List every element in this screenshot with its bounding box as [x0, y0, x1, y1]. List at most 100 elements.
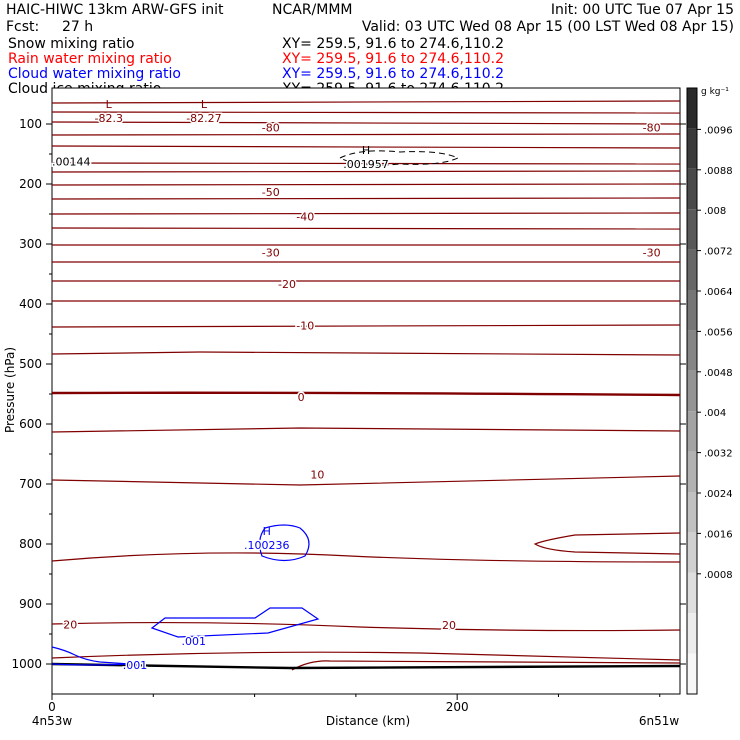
- legend-xy: XY= 259.5, 91.6 to 274.6,110.2: [282, 36, 504, 52]
- isotherm-line: [51, 145, 681, 149]
- y-tick-label: 500: [19, 357, 42, 371]
- extremum-value: -82.3: [94, 112, 122, 125]
- colorbar-swatch: [687, 330, 697, 371]
- extremum-value: .00144: [52, 156, 91, 169]
- cloud-water-contour: [150, 607, 320, 638]
- isotherm-label: -50: [262, 186, 280, 199]
- isotherm-label: -40: [296, 210, 314, 223]
- isotherm-line: [51, 324, 681, 328]
- colorbar-tick-label: .0008: [704, 570, 733, 581]
- colorbar-tick-label: .004: [704, 408, 726, 419]
- freezing-level-line: [51, 391, 681, 397]
- isotherm-line: [51, 133, 681, 136]
- header-valid: Valid: 03 UTC Wed 08 Apr 15 (00 LST Wed …: [362, 19, 734, 35]
- colorbar-swatch: [687, 613, 697, 654]
- isotherm-label: -30: [643, 246, 661, 259]
- y-tick-label: 200: [19, 177, 42, 191]
- colorbar-swatch: [687, 290, 697, 331]
- cloud-water-label: .001: [182, 635, 207, 648]
- colorbar-swatch: [687, 370, 697, 412]
- colorbar-swatch: [687, 88, 697, 129]
- isotherm-line: [51, 111, 681, 114]
- colorbar-swatch: [687, 249, 697, 290]
- legend-xy: XY= 259.5, 91.6 to 274.6,110.2: [282, 51, 504, 67]
- colorbar-tick-label: .0072: [704, 247, 733, 258]
- isotherm-label: -80: [262, 122, 280, 135]
- plot-frame: [51, 87, 681, 695]
- y-axis-label: Pressure (hPa): [3, 347, 17, 433]
- colorbar-swatch: [687, 209, 697, 250]
- colorbar-tick-label: .008: [704, 206, 726, 217]
- cloud-water-label: .001: [123, 659, 148, 672]
- y-tick-label: 700: [19, 477, 42, 491]
- colorbar-tick-label: .0016: [704, 529, 733, 540]
- isotherm-label: -10: [296, 320, 314, 333]
- colorbar-swatch: [687, 168, 697, 210]
- extremum-value: .100236: [244, 539, 290, 552]
- isotherm-line: [51, 227, 681, 230]
- isotherm-line: [51, 162, 681, 165]
- isotherm-label: -20: [278, 278, 296, 291]
- isotherm-label: 20: [63, 618, 77, 631]
- x-axis-label: Distance (km): [326, 714, 410, 728]
- colorbar-swatch: [687, 572, 697, 614]
- legend-xy: XY= 259.5, 91.6 to 274.6,110.2: [282, 66, 504, 82]
- header-title: HAIC-HIWC 13km ARW-GFS init: [6, 2, 224, 18]
- cloud-water-contour: [259, 524, 310, 562]
- colorbar-tick-label: .0088: [704, 166, 733, 177]
- y-tick-label: 300: [19, 237, 42, 251]
- colorbar-tick-label: .0064: [704, 287, 733, 298]
- y-tick-label: 1000: [11, 657, 42, 671]
- extremum-value: .001957: [343, 158, 389, 171]
- y-tick-label: 800: [19, 537, 42, 551]
- colorbar-frame: [686, 87, 698, 695]
- colorbar-tick-label: .0024: [704, 489, 733, 500]
- cloud-water-contour: [51, 646, 131, 666]
- legend-label: Snow mixing ratio: [8, 36, 134, 52]
- colorbar-swatch: [687, 532, 697, 573]
- isotherm-label: -80: [643, 122, 661, 135]
- isotherm-line: [51, 121, 681, 125]
- x-tick-label: 0: [48, 700, 56, 714]
- isotherm-line: [51, 212, 681, 215]
- legend-label: Cloud water mixing ratio: [8, 66, 181, 82]
- isotherm-label: 10: [310, 468, 324, 481]
- extremum-symbol: H: [263, 525, 271, 538]
- temperature-contours: [51, 100, 681, 671]
- x-start-label: 4n53w: [32, 714, 73, 728]
- isotherm-label: 0: [298, 391, 305, 404]
- colorbar: g kg⁻¹ .0096 .0088 .008 .0072 .0064 .0056 .0048…: [686, 87, 733, 695]
- colorbar-swatch: [687, 653, 697, 694]
- isotherm-line: [51, 170, 681, 173]
- isotherm-label: 20: [442, 619, 456, 632]
- extremum-symbol: H: [362, 144, 370, 157]
- colorbar-unit: g kg⁻¹: [701, 87, 729, 97]
- header-init: Init: 00 UTC Tue 07 Apr 15: [551, 2, 734, 18]
- colorbar-swatch: [687, 451, 697, 492]
- colorbar-swatch: [687, 128, 697, 169]
- y-tick-label: 900: [19, 597, 42, 611]
- colorbar-tick-label: .0056: [704, 327, 733, 338]
- isotherm-line: [51, 552, 681, 563]
- isotherm-line: [51, 197, 681, 200]
- cloud-water-contours: [51, 524, 320, 666]
- y-tick-label: 100: [19, 117, 42, 131]
- isotherm-label: -30: [262, 246, 280, 259]
- x-end-label: 6n51w: [639, 714, 680, 728]
- isotherm-line: [51, 351, 681, 356]
- isotherm-line: [51, 427, 681, 433]
- isotherm-line: [51, 651, 681, 661]
- isotherm-line: [51, 475, 681, 486]
- header-fcst-value: 27 h: [62, 19, 93, 35]
- x-tick-label: 200: [446, 700, 469, 714]
- isotherm-line: [51, 183, 681, 186]
- extremum-value: -82.27: [186, 112, 221, 125]
- isotherm-line: [51, 621, 681, 632]
- isotherm-line: [51, 100, 681, 104]
- y-tick-label: 400: [19, 297, 42, 311]
- colorbar-tick-label: .0032: [704, 449, 733, 460]
